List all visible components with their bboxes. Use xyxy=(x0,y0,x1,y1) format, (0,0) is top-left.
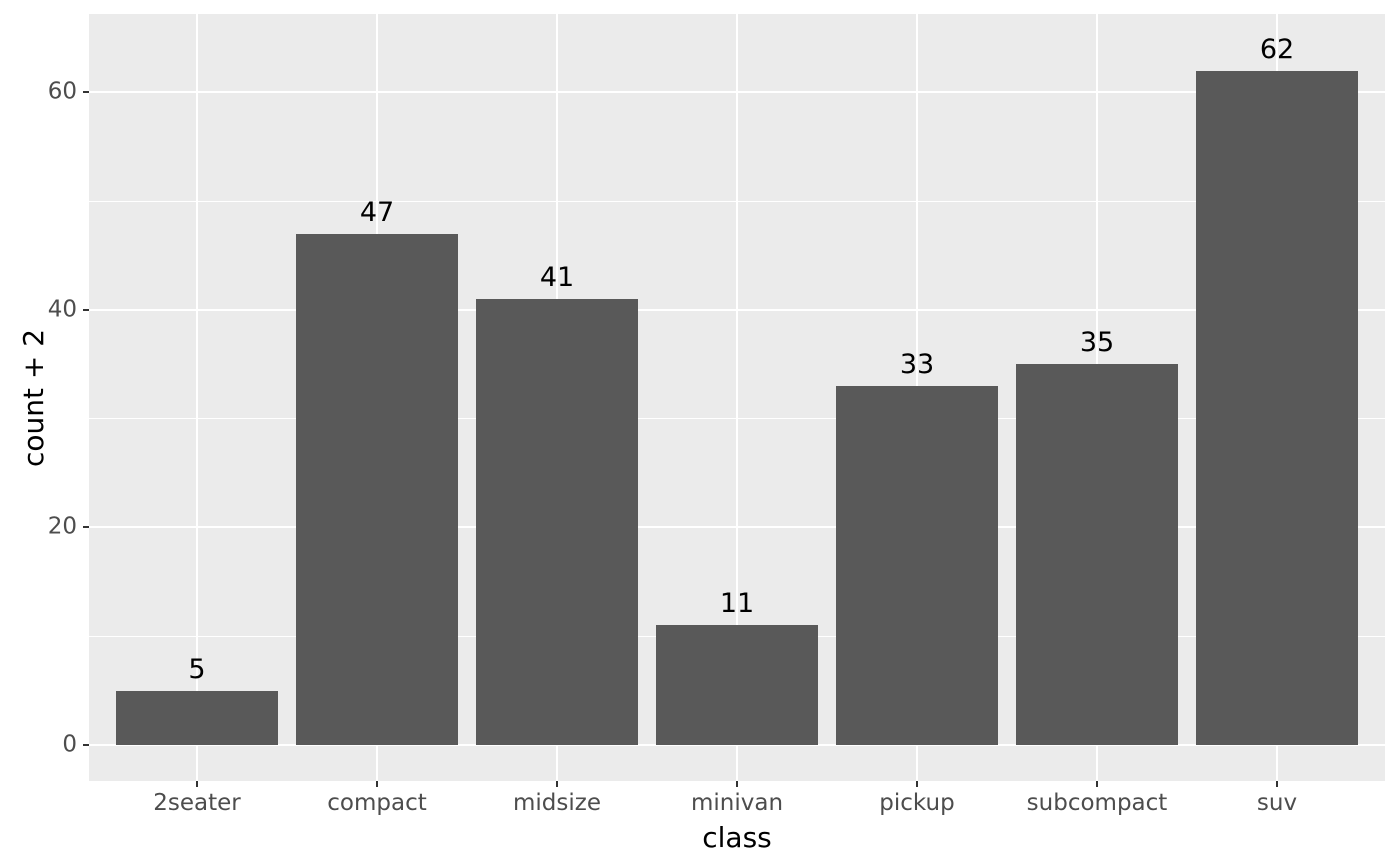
plot-panel: 5 47 41 11 33 35 62 xyxy=(89,14,1385,781)
x-tick-label-minivan: minivan xyxy=(690,790,784,816)
y-tick-label: 20 xyxy=(47,513,77,540)
bar-value-label: 33 xyxy=(899,349,935,381)
y-tick-mark xyxy=(83,743,89,746)
bar-value-label: 47 xyxy=(359,196,395,228)
bar-subcompact xyxy=(1016,364,1178,745)
major-gridline-vertical xyxy=(736,14,738,781)
y-tick-mark xyxy=(83,308,89,311)
y-tick-label: 0 xyxy=(62,731,77,758)
bar-midsize xyxy=(476,299,638,745)
x-tick-mark xyxy=(736,781,738,787)
x-tick-mark xyxy=(556,781,558,787)
x-tick-label-compact: compact xyxy=(327,790,427,816)
y-tick-label: 60 xyxy=(47,78,77,105)
bar-minivan xyxy=(656,625,818,745)
x-tick-mark xyxy=(1276,781,1278,787)
bar-value-label: 41 xyxy=(539,262,575,294)
bar-value-label: 35 xyxy=(1079,327,1115,359)
y-tick-mark xyxy=(83,526,89,529)
x-tick-label-subcompact: subcompact xyxy=(1026,790,1168,816)
bar-value-label: 62 xyxy=(1259,33,1295,65)
x-tick-label-midsize: midsize xyxy=(513,790,601,816)
x-tick-label-pickup: pickup xyxy=(879,790,955,816)
x-tick-mark xyxy=(196,781,198,787)
bar-value-label: 5 xyxy=(188,653,206,685)
x-tick-mark xyxy=(1096,781,1098,787)
bar-2seater xyxy=(116,690,278,745)
bar-suv xyxy=(1196,70,1358,745)
y-axis-title: count + 2 xyxy=(17,328,50,467)
x-tick-mark xyxy=(916,781,918,787)
x-tick-label-2seater: 2seater xyxy=(153,790,241,816)
bar-value-label: 11 xyxy=(719,588,755,620)
major-gridline-vertical xyxy=(196,14,198,781)
y-tick-label: 40 xyxy=(47,296,77,323)
y-tick-mark xyxy=(83,91,89,94)
bar-compact xyxy=(296,233,458,745)
x-axis-title: class xyxy=(702,821,772,854)
x-tick-label-suv: suv xyxy=(1256,790,1298,816)
bar-pickup xyxy=(836,386,998,745)
x-tick-mark xyxy=(376,781,378,787)
